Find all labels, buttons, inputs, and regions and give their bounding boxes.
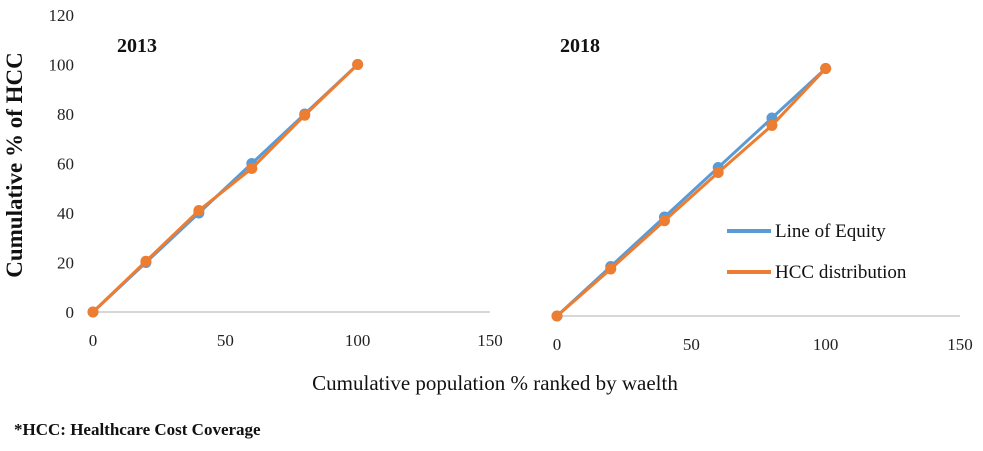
data-point <box>605 263 617 275</box>
x-tick-label: 50 <box>683 335 700 354</box>
y-tick-label: 100 <box>49 56 75 75</box>
y-tick-label: 120 <box>49 6 75 25</box>
y-tick-label: 0 <box>66 303 75 322</box>
footnote: *HCC: Healthcare Cost Coverage <box>14 420 261 439</box>
data-point <box>193 205 205 217</box>
x-axis-label: Cumulative population % ranked by waelth <box>312 371 678 395</box>
series-line <box>556 67 827 318</box>
y-tick-label: 40 <box>57 204 74 223</box>
legend: Line of Equity HCC distribution <box>727 221 907 283</box>
data-point <box>712 166 724 178</box>
data-point <box>551 310 563 322</box>
legend-label: HCC distribution <box>775 262 907 283</box>
data-point <box>140 255 152 267</box>
legend-label: Line of Equity <box>775 221 886 242</box>
x-tick-label: 150 <box>477 331 503 350</box>
x-tick-label: 150 <box>947 335 973 354</box>
panel-2018: 0 50 100 150 2018 <box>551 35 973 354</box>
series-line <box>91 63 359 314</box>
data-point <box>87 306 99 318</box>
panel-title: 2013 <box>117 35 157 57</box>
data-point <box>352 59 364 70</box>
y-axis-label: Cumulative % of HCC <box>2 52 27 278</box>
y-tick-label: 20 <box>57 254 74 273</box>
x-tick-label: 100 <box>345 331 371 350</box>
x-tick-label: 100 <box>813 335 839 354</box>
data-point <box>658 215 670 227</box>
y-tick-label: 60 <box>57 155 74 174</box>
x-tick-label: 0 <box>89 331 98 350</box>
data-point <box>820 63 832 74</box>
data-point <box>299 109 311 121</box>
panel-title: 2018 <box>560 35 600 57</box>
panel-2013: 0 50 100 150 0 20 40 60 80 100 120 2013 <box>49 6 503 350</box>
x-tick-label: 0 <box>553 335 562 354</box>
y-tick-label: 80 <box>57 105 74 124</box>
data-point <box>766 119 778 131</box>
x-tick-label: 50 <box>217 331 234 350</box>
data-point <box>246 162 258 174</box>
series-line <box>555 67 827 318</box>
